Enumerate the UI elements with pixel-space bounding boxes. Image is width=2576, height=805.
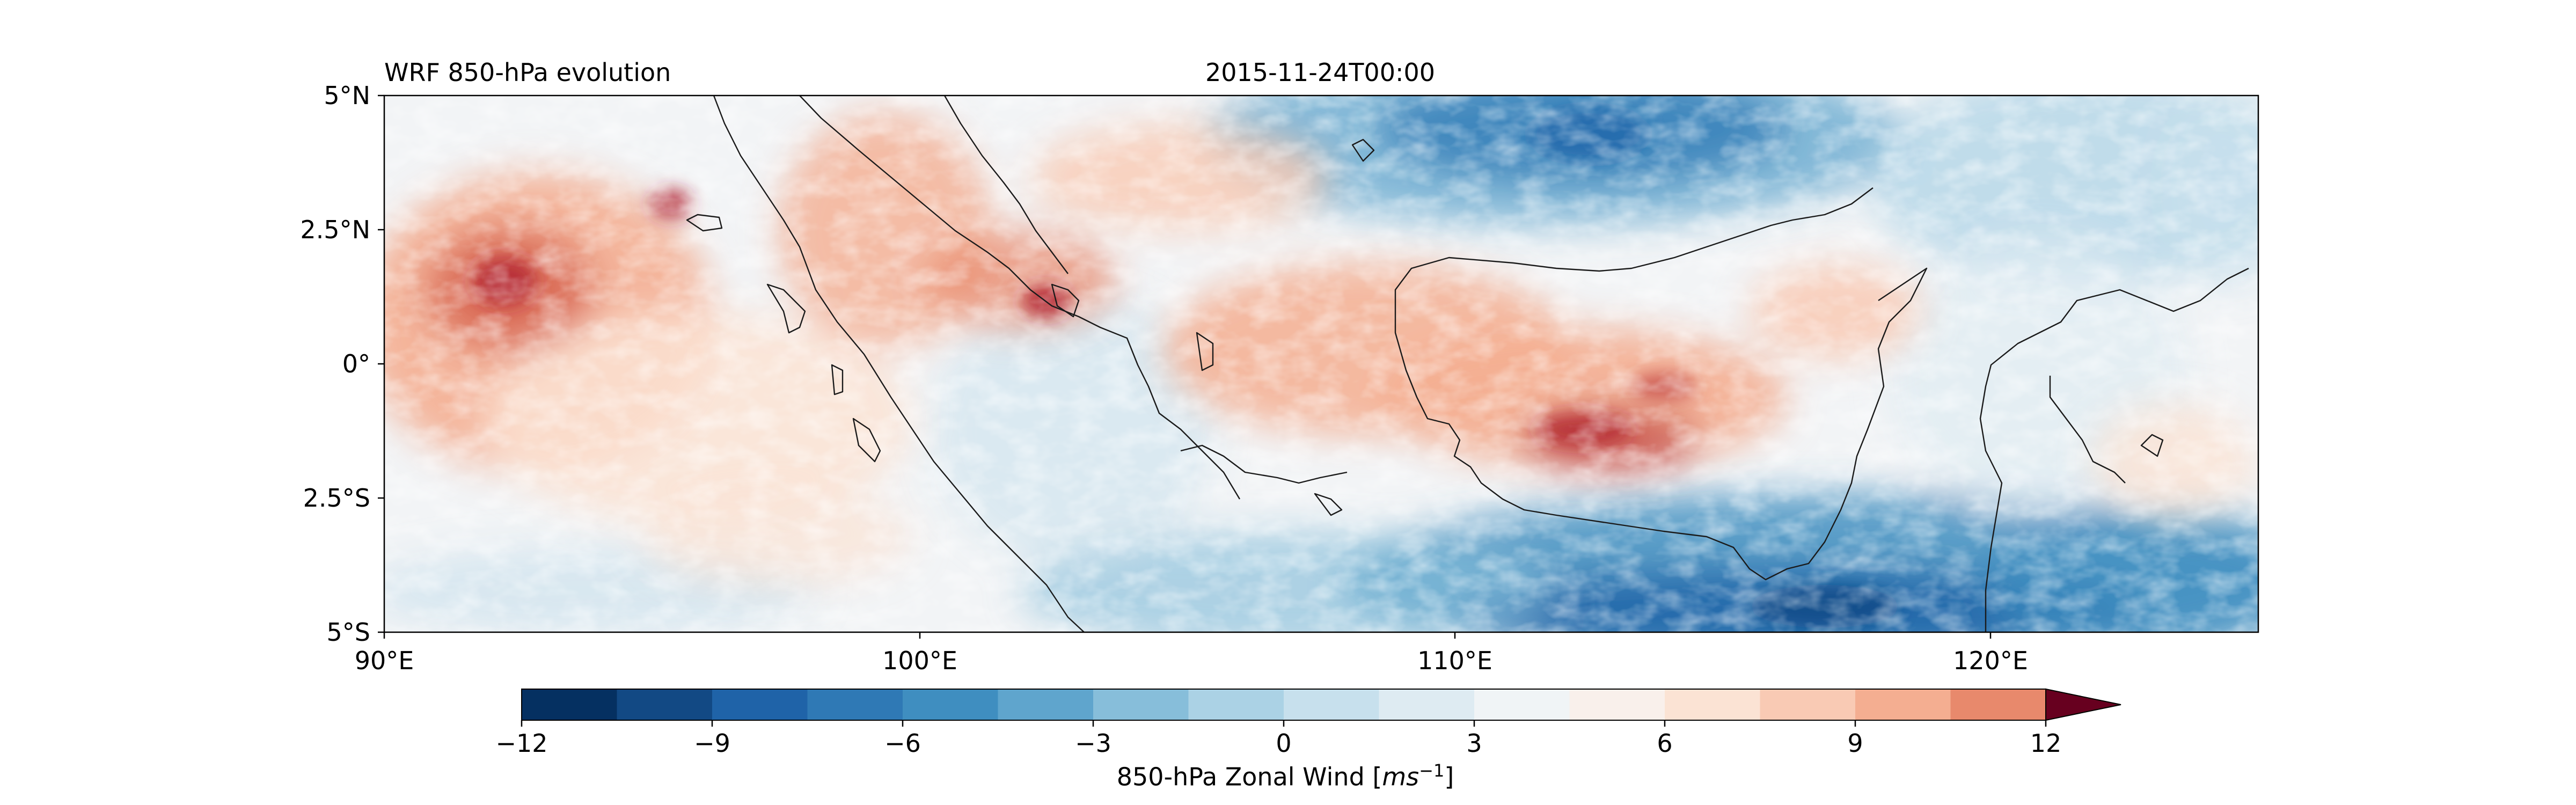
x-tick-label: 90°E xyxy=(354,646,414,675)
colorbar-bin xyxy=(1284,689,1380,720)
colorbar-tick-label: −6 xyxy=(884,729,921,758)
colorbar-tick-label: 12 xyxy=(2030,729,2062,758)
y-tick-label: 5°N xyxy=(324,81,370,110)
colorbar-bin xyxy=(1474,689,1570,720)
colorbar-extend-arrow xyxy=(2045,688,2121,721)
colorbar-bin xyxy=(807,689,903,720)
colorbar-tick-label: 6 xyxy=(1657,729,1673,758)
colorbar-tick-label: −3 xyxy=(1075,729,1111,758)
y-tick-label: 2.5°S xyxy=(303,484,370,513)
colorbar-bin xyxy=(1855,689,1951,720)
island-2 xyxy=(766,283,806,334)
island-3 xyxy=(831,364,844,396)
island-6 xyxy=(1351,138,1375,162)
java-coastline xyxy=(1180,444,1348,484)
x-tick-label: 120°E xyxy=(1953,646,2028,675)
colorbar-bin xyxy=(1379,689,1475,720)
colorbar-tick-label: 3 xyxy=(1466,729,1482,758)
coastlines xyxy=(686,96,2249,632)
x-tick-label: 110°E xyxy=(1417,646,1492,675)
colorbar-tick-label: −12 xyxy=(495,729,548,758)
sulawesi-coastline xyxy=(1979,267,2249,632)
colorbar-bin xyxy=(712,689,808,720)
colorbar-bin xyxy=(1569,689,1665,720)
island-1 xyxy=(686,214,723,232)
colorbar-bin xyxy=(1760,689,1856,720)
colorbar xyxy=(521,688,2121,727)
colorbar-bin xyxy=(1950,689,2046,720)
axis-ticks xyxy=(378,94,1992,639)
malay-peninsula-coastline xyxy=(943,96,1069,274)
colorbar-bin xyxy=(998,689,1094,720)
y-tick-label: 0° xyxy=(342,349,370,378)
sulawesi-arm xyxy=(2049,376,2126,484)
colorbar-bin xyxy=(1665,689,1761,720)
colorbar-tick-label: 0 xyxy=(1276,729,1292,758)
field-texture xyxy=(384,96,2258,632)
x-tick-label: 100°E xyxy=(882,646,957,675)
y-tick-label: 5°S xyxy=(326,618,370,647)
island-5 xyxy=(1051,283,1080,318)
y-tick-label: 2.5°N xyxy=(300,215,370,244)
island-8 xyxy=(1314,493,1343,516)
colorbar-bin xyxy=(617,689,713,720)
island-7 xyxy=(1196,332,1214,371)
plot-title-center: 2015-11-24T00:00 xyxy=(1205,58,1435,87)
colorbar-bin xyxy=(1188,689,1284,720)
colorbar-bin xyxy=(522,689,618,720)
colorbar-bin xyxy=(903,689,999,720)
colorbar-bin xyxy=(1093,689,1189,720)
colorbar-tick-label: −9 xyxy=(694,729,730,758)
colorbar-label: 850-hPa Zonal Wind [ms−1] xyxy=(1116,760,1454,792)
colorbar-tick-label: 9 xyxy=(1847,729,1863,758)
plot-title-left: WRF 850-hPa evolution xyxy=(384,58,671,87)
zonal-wind-field xyxy=(384,96,2258,632)
island-9 xyxy=(2140,434,2164,457)
borneo-coastline xyxy=(1394,187,1928,581)
island-4 xyxy=(852,418,881,463)
sumatra-coastline xyxy=(713,96,1085,632)
